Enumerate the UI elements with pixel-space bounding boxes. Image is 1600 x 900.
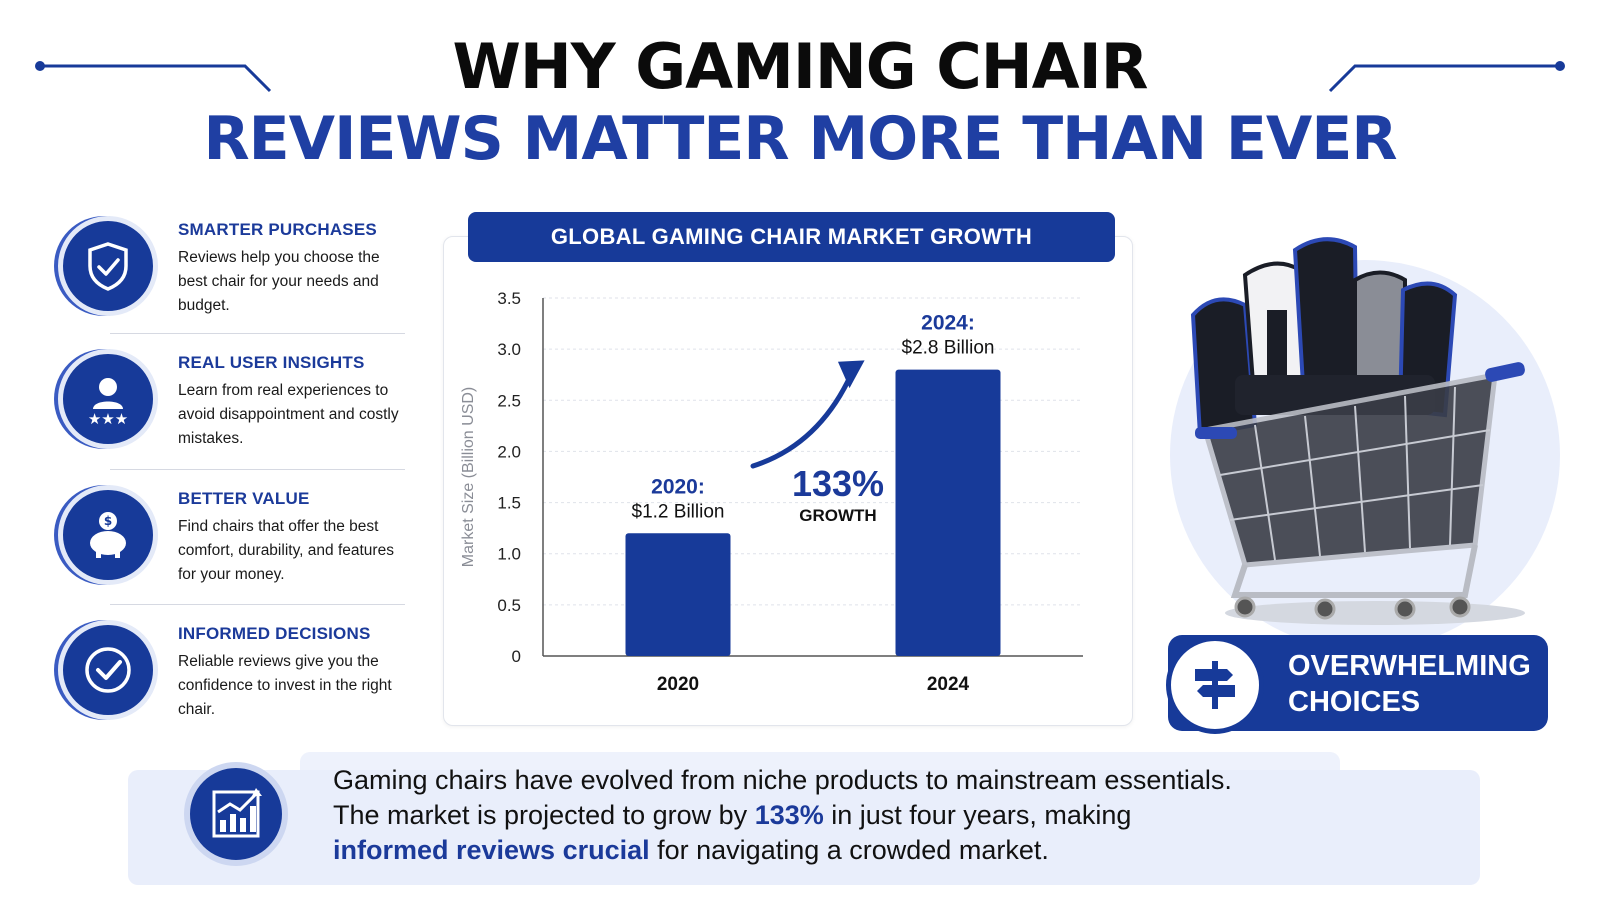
chart-card: [443, 236, 1133, 726]
benefit-description: Learn from real experiences to avoid dis…: [178, 382, 399, 447]
right-decorative-line: [1328, 61, 1565, 93]
data-label-value: $2.8 Billion: [902, 338, 995, 359]
overwhelming-choices-label: OVERWHELMING CHOICES: [1288, 648, 1538, 720]
benefit-real-user-insights: ★★★ REAL USER INSIGHTS Learn from real e…: [58, 347, 408, 477]
y-tick-label: 1.0: [497, 545, 521, 564]
shopping-cart-chairs-icon: [1190, 237, 1525, 625]
summary-line2: The market is projected to grow by 133% …: [333, 798, 1453, 833]
benefit-heading: SMARTER PURCHASES: [178, 220, 377, 239]
y-tick-label: 2.5: [497, 391, 521, 410]
left-decorative-line: [35, 61, 272, 93]
growth-arrowhead: [837, 360, 865, 389]
summary-text: Gaming chairs have evolved from niche pr…: [333, 763, 1453, 868]
growth-percent: 133%: [792, 463, 884, 504]
benefit-description: Reliable reviews give you the confidence…: [178, 653, 392, 718]
divider: [110, 469, 405, 470]
benefit-better-value: $ BETTER VALUE Find chairs that offer th…: [58, 483, 408, 613]
summary-highlight-reviews: informed reviews crucial: [333, 835, 650, 865]
divider: [110, 333, 405, 334]
benefit-heading: INFORMED DECISIONS: [178, 624, 371, 643]
summary-line3: informed reviews crucial for navigating …: [333, 833, 1453, 868]
benefit-smarter-purchases: SMARTER PURCHASES Reviews help you choos…: [58, 214, 408, 344]
market-growth-chart: 0 0.5 1.0 1.5 2.0 2.5 3.0 3.5 Market Size (Billi…: [460, 289, 1083, 695]
data-label-year: 2020:: [651, 475, 705, 498]
summary-highlight-percent: 133%: [754, 800, 824, 830]
y-tick-label: 0.5: [497, 596, 521, 615]
benefit-informed-decisions: INFORMED DECISIONS Reliable reviews give…: [58, 618, 408, 748]
piggy-bank-icon: $: [58, 485, 158, 585]
growth-label: GROWTH: [799, 506, 876, 525]
choices-line1: OVERWHELMING: [1288, 650, 1531, 682]
summary-banner: [128, 770, 1480, 885]
shield-check-icon: [58, 216, 158, 316]
chart-title: GLOBAL GAMING CHAIR MARKET GROWTH: [468, 212, 1115, 262]
y-tick-label: 1.5: [497, 494, 521, 513]
x-tick-label: 2020: [657, 674, 699, 695]
summary-line1: Gaming chairs have evolved from niche pr…: [333, 765, 1232, 795]
signpost-icon: [1166, 636, 1264, 734]
svg-text:★★★: ★★★: [88, 410, 128, 428]
y-tick-label: 0: [512, 647, 521, 666]
svg-text:$: $: [104, 514, 112, 528]
growth-arrow: [750, 378, 851, 469]
page-title-line1: WHY GAMING CHAIR: [452, 30, 1149, 103]
benefit-description: Reviews help you choose the best chair f…: [178, 249, 380, 314]
choices-line2: CHOICES: [1288, 686, 1421, 718]
growth-chart-icon: [184, 762, 288, 866]
page-title-line2: REVIEWS MATTER MORE THAN EVER: [203, 104, 1397, 174]
summary-line2-pre: The market is projected to grow by: [333, 800, 755, 830]
y-tick-label: 2.0: [497, 442, 521, 461]
user-stars-icon: ★★★: [58, 349, 158, 449]
summary-line2-post: in just four years, making: [823, 800, 1132, 830]
check-circle-icon: [58, 620, 158, 720]
data-label-value: $1.2 Billion: [632, 501, 725, 522]
benefit-heading: BETTER VALUE: [178, 489, 310, 508]
y-tick-label: 3.5: [497, 289, 521, 308]
y-axis-label: Market Size (Billion USD): [460, 387, 477, 567]
divider: [110, 604, 405, 605]
bar-2020: [625, 533, 731, 656]
x-tick-label: 2024: [927, 674, 970, 695]
data-label-year: 2024:: [921, 312, 975, 335]
benefit-description: Find chairs that offer the best comfort,…: [178, 518, 394, 583]
summary-line3-post: for navigating a crowded market.: [649, 835, 1049, 865]
y-tick-label: 3.0: [497, 340, 521, 359]
benefit-heading: REAL USER INSIGHTS: [178, 353, 365, 372]
bar-2024: [895, 369, 1001, 656]
